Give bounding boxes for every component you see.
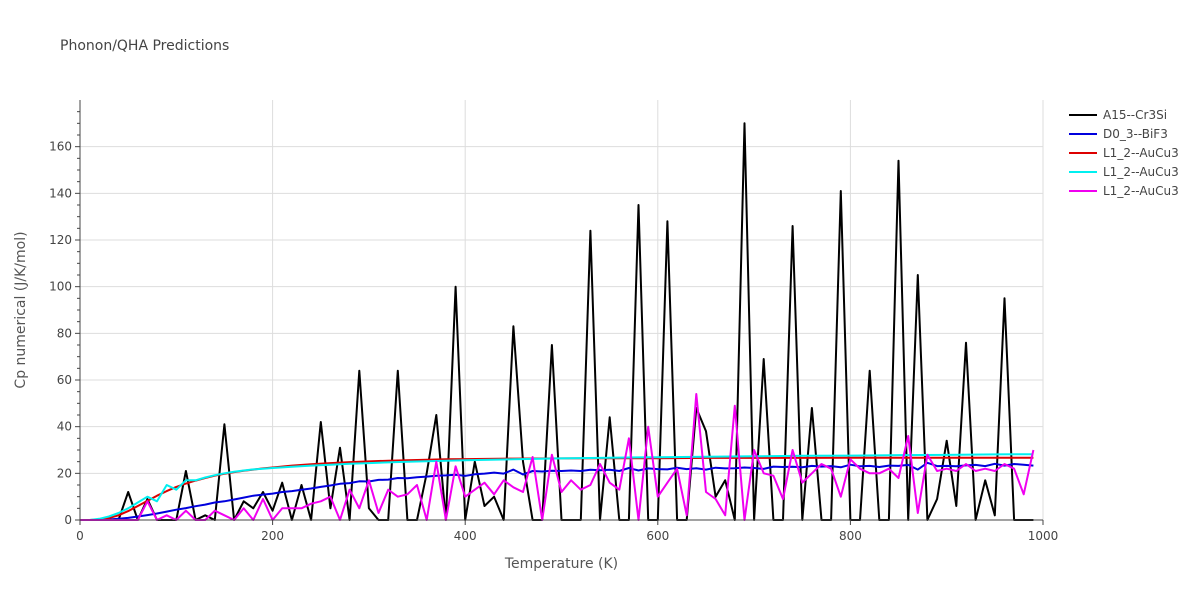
legend-label: L1_2--AuCu3 bbox=[1103, 146, 1179, 160]
x-axis-title: Temperature (K) bbox=[504, 556, 618, 572]
series-line-4[interactable] bbox=[80, 453, 1034, 521]
x-tick-label: 600 bbox=[646, 529, 669, 543]
legend-item-1[interactable]: A15--Cr3Si bbox=[1069, 108, 1167, 122]
chart-title: Phonon/QHA Predictions bbox=[60, 38, 229, 54]
y-tick-label: 60 bbox=[57, 373, 72, 387]
x-tick-label: 0 bbox=[76, 529, 84, 543]
legend-item-4[interactable]: L1_2--AuCu3 bbox=[1069, 165, 1179, 179]
x-tick-label: 400 bbox=[454, 529, 477, 543]
y-tick-label: 140 bbox=[49, 186, 72, 200]
x-tick-label: 1000 bbox=[1028, 529, 1059, 543]
y-tick-label: 80 bbox=[57, 326, 72, 340]
legend[interactable]: A15--Cr3Si D0_3--BiF3 L1_2--AuCu3 L1_2--AuC… bbox=[1069, 108, 1179, 198]
legend-label: L1_2--AuCu3 bbox=[1103, 184, 1179, 198]
y-axis-title: Cp numerical (J/K/mol) bbox=[13, 231, 29, 388]
series-line-1[interactable] bbox=[80, 122, 1034, 521]
legend-item-5[interactable]: L1_2--AuCu3 bbox=[1069, 184, 1179, 198]
x-tick-label: 800 bbox=[839, 529, 862, 543]
y-tick-label: 0 bbox=[64, 513, 72, 527]
series-lines bbox=[80, 122, 1035, 521]
legend-item-2[interactable]: D0_3--BiF3 bbox=[1069, 127, 1168, 141]
legend-label: A15--Cr3Si bbox=[1103, 108, 1167, 122]
legend-label: L1_2--AuCu3 bbox=[1103, 165, 1179, 179]
y-tick-label: 120 bbox=[49, 233, 72, 247]
y-tick-label: 160 bbox=[49, 140, 72, 154]
axes: 0 200 400 600 800 1000 0 20 40 60 80 100 120 140 160 bbox=[49, 100, 1058, 543]
y-tick-label: 20 bbox=[57, 466, 72, 480]
grid-lines bbox=[80, 100, 1044, 520]
y-tick-label: 40 bbox=[57, 420, 72, 434]
series-line-5[interactable] bbox=[80, 393, 1035, 521]
y-tick-label: 100 bbox=[49, 280, 72, 294]
legend-item-3[interactable]: L1_2--AuCu3 bbox=[1069, 146, 1179, 160]
x-tick-label: 200 bbox=[261, 529, 284, 543]
legend-label: D0_3--BiF3 bbox=[1103, 127, 1168, 141]
